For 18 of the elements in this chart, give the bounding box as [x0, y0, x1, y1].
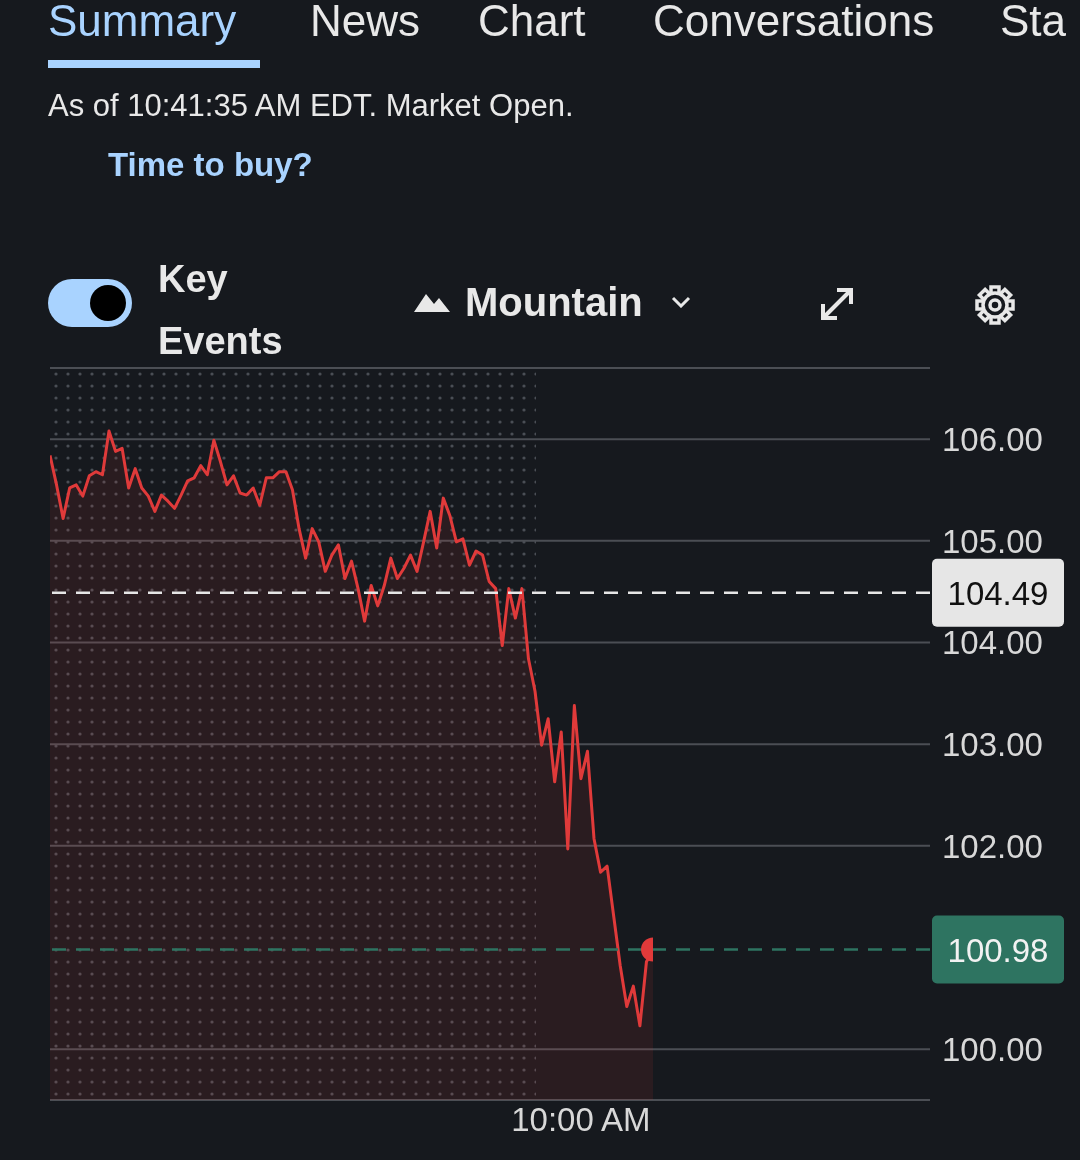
y-tick-label: 102.00 — [942, 827, 1043, 865]
text: News — [310, 0, 421, 46]
text: Conversations — [653, 0, 935, 46]
text: Chart — [478, 0, 586, 46]
text: Sta — [1000, 0, 1067, 46]
ref-line-label: 104.49 — [947, 574, 1049, 612]
y-tick-label: 103.00 — [942, 725, 1043, 763]
x-tick-label: 10:00 AM — [511, 1101, 651, 1139]
y-tick-label: 105.00 — [942, 522, 1043, 560]
text: Time to buy? — [108, 146, 313, 184]
y-tick-label: 104.00 — [942, 624, 1043, 662]
ref-line-label: 100.98 — [947, 931, 1049, 969]
text: Key Events — [158, 257, 284, 364]
text: Summary — [48, 0, 237, 46]
y-tick-label: 100.00 — [942, 1030, 1043, 1068]
chart-subtitle: As of 10:41:35 AM EDT. Market Open. — [48, 88, 574, 124]
text: Mountain — [465, 280, 643, 325]
y-tick-label: 106.00 — [942, 420, 1043, 458]
